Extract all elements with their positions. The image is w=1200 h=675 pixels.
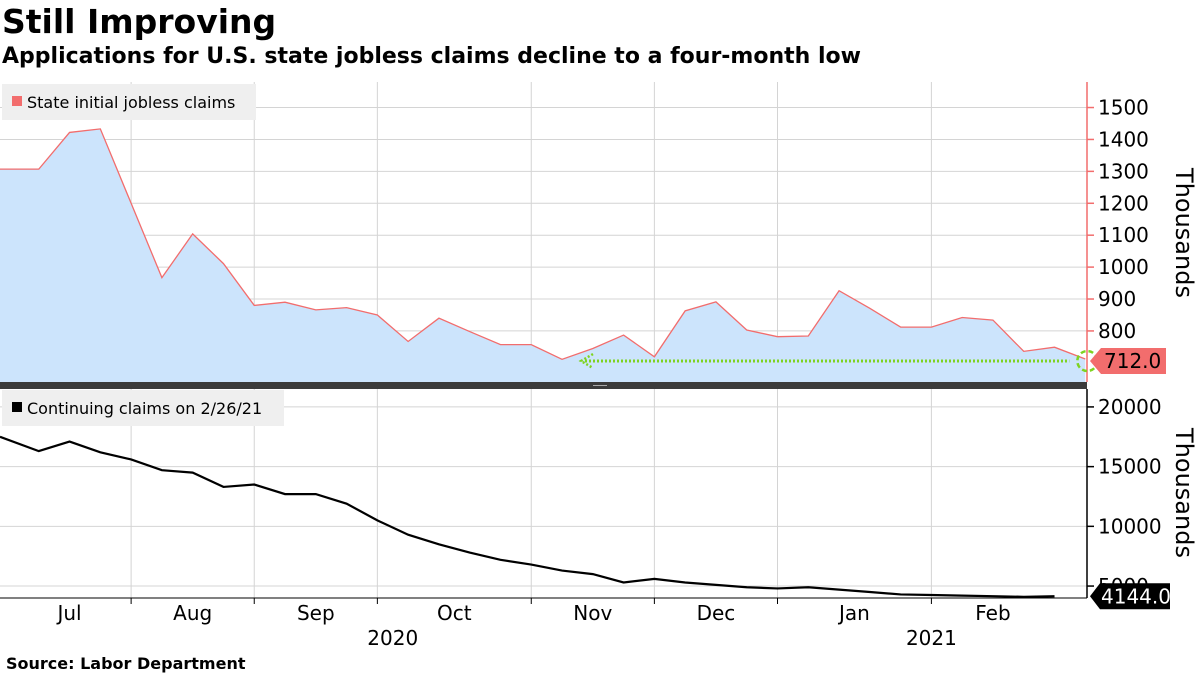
chart-subtitle: Applications for U.S. state jobless clai…: [2, 44, 861, 69]
legend-swatch: [12, 402, 22, 412]
x-tick-label: Aug: [173, 601, 212, 625]
x-tick-label: Jan: [837, 601, 870, 625]
x-tick-label: Jul: [55, 601, 81, 625]
y-tick-label: 1500: [1098, 96, 1149, 120]
x-tick-label: Nov: [573, 601, 612, 625]
x-year-label: 2020: [367, 626, 418, 650]
chart-title: Still Improving: [2, 2, 277, 41]
y-tick-label: 15000: [1098, 455, 1162, 479]
legend-label: State initial jobless claims: [27, 93, 235, 112]
last-value-badge: [1090, 583, 1170, 610]
legend-box: [2, 84, 256, 120]
y-tick-label: 1100: [1098, 223, 1149, 247]
x-tick-label: Sep: [297, 601, 335, 625]
legend-label: Continuing claims on 2/26/21: [27, 399, 262, 418]
initial-claims-panel: 800 900 1000 1100 1200 1300 1400 1500 712.0 State…: [0, 82, 1198, 389]
y-tick-label: 1300: [1098, 159, 1149, 183]
x-axis: Jul Aug Sep Oct Nov Dec Jan Feb 2020 2021: [0, 597, 1087, 650]
last-value-badge: [1090, 348, 1166, 375]
y-tick-label: 1400: [1098, 127, 1149, 151]
legend-box: [2, 390, 284, 426]
y-tick-label: 800: [1098, 319, 1136, 343]
y-tick-label: 10000: [1098, 514, 1162, 538]
x-year-label: 2021: [906, 626, 957, 650]
legend-swatch: [12, 96, 22, 106]
last-value-label: 4144.0: [1101, 584, 1171, 608]
x-tick-label: Feb: [975, 601, 1010, 625]
initial-claims-area: [0, 128, 1086, 382]
y-axis-label: Thousands: [1170, 427, 1198, 558]
initial-claims-line: [0, 128, 1086, 361]
y-tick-label: 20000: [1098, 395, 1162, 419]
panel-divider: [0, 382, 1087, 389]
last-value-label: 712.0: [1104, 349, 1161, 373]
y-tick-label: 900: [1098, 287, 1136, 311]
y-tick-label: 1000: [1098, 255, 1149, 279]
x-tick-label: Oct: [437, 601, 472, 625]
y-axis-label: Thousands: [1170, 167, 1198, 298]
y-tick-label: 1200: [1098, 191, 1149, 215]
low-marker-arrowhead: [578, 352, 594, 370]
continuing-claims-line: [0, 435, 1055, 598]
x-tick-label: Dec: [697, 601, 736, 625]
source-note: Source: Labor Department: [6, 654, 246, 673]
